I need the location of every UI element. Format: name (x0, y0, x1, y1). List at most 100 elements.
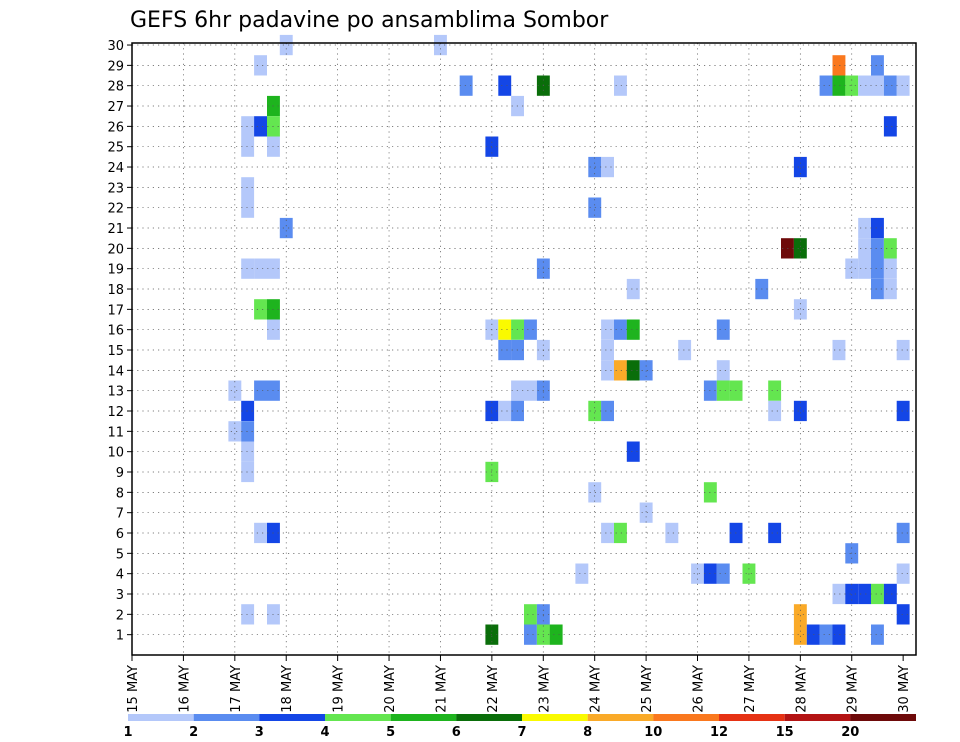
x-tick-label: 19 MAY (332, 665, 347, 713)
heatmap-cell (896, 563, 910, 584)
y-tick-label: 9 (116, 466, 124, 481)
heatmap-cell (524, 624, 537, 645)
heatmap-cell (832, 339, 846, 361)
heatmap-cell (858, 75, 872, 96)
heatmap-cell (241, 177, 255, 198)
heatmap-cell (716, 360, 730, 381)
colorbar-label: 12 (710, 725, 728, 740)
heatmap-cell (858, 217, 872, 239)
heatmap-cell (626, 360, 640, 381)
heatmap-cell (241, 197, 255, 218)
y-tick-label: 15 (107, 344, 124, 359)
y-tick-label: 28 (107, 80, 124, 95)
heatmap-cell (896, 604, 910, 625)
y-tick-label: 18 (107, 283, 124, 298)
heatmap-cell (254, 116, 267, 137)
y-tick-label: 19 (107, 263, 124, 278)
colorbar-swatch (325, 714, 391, 721)
heatmap-cell (832, 75, 846, 96)
y-tick-label: 12 (107, 405, 124, 420)
heatmap-cell (845, 583, 859, 605)
heatmap-cell (883, 116, 897, 137)
cell-layer (228, 34, 910, 645)
y-tick-label: 20 (107, 242, 124, 257)
heatmap-cell (626, 278, 640, 300)
y-tick-label: 14 (107, 364, 124, 379)
y-tick-label: 5 (116, 547, 124, 562)
x-tick-label: 30 MAY (897, 665, 912, 713)
y-tick-label: 30 (107, 39, 124, 54)
heatmap-cell (665, 522, 679, 544)
heatmap-cell (241, 441, 255, 462)
x-tick-label: 15 MAY (126, 665, 141, 713)
heatmap-cell (819, 75, 833, 96)
x-tick-label: 21 MAY (434, 665, 449, 713)
heatmap-cell (575, 563, 589, 584)
y-axis: 1234567891011121314151617181920212223242… (107, 39, 132, 644)
heatmap-cell (254, 522, 267, 544)
heatmap-cell (793, 400, 807, 422)
colorbar-swatch (784, 714, 851, 721)
x-axis: 15 MAY 16 MAY 17 MAY 18 MAY 19 MAY 20 MAY 21 M… (126, 655, 912, 713)
heatmap-cell (524, 319, 537, 340)
y-tick-label: 3 (116, 588, 124, 603)
x-tick-label: 26 MAY (692, 665, 707, 713)
colorbar-label: 5 (386, 725, 395, 740)
heatmap-cell (228, 421, 242, 442)
heatmap-cell (678, 339, 692, 361)
heatmap-cell (883, 258, 897, 279)
heatmap-cell (716, 563, 730, 584)
heatmap-cell (883, 238, 897, 259)
heatmap-cell (871, 278, 884, 300)
heatmap-cell (498, 75, 512, 96)
heatmap-cell (871, 624, 884, 645)
x-tick-label: 18 MAY (280, 665, 295, 713)
heatmap-cell (279, 217, 293, 239)
y-tick-label: 29 (107, 59, 124, 74)
heatmap-cell (871, 238, 884, 259)
colorbar-label: 7 (517, 725, 526, 740)
heatmap-cell (819, 624, 833, 645)
y-tick-label: 23 (107, 181, 124, 196)
x-tick-label: 29 MAY (846, 665, 861, 713)
heatmap-cell (614, 360, 627, 381)
heatmap-cell (871, 217, 884, 239)
y-tick-label: 17 (107, 303, 124, 318)
heatmap-cell (549, 624, 563, 645)
y-tick-label: 27 (107, 100, 124, 115)
heatmap-cell (254, 55, 267, 76)
y-tick-label: 22 (107, 202, 124, 217)
y-tick-label: 26 (107, 120, 124, 135)
y-tick-label: 1 (116, 629, 124, 644)
heatmap-cell (241, 421, 255, 442)
heatmap-cell (896, 522, 910, 544)
heatmap-cell (793, 156, 807, 178)
x-tick-label: 23 MAY (537, 665, 552, 713)
heatmap-cell (601, 319, 614, 340)
colorbar-label: 8 (583, 725, 592, 740)
colorbar-swatch (390, 714, 457, 721)
colorbar-swatch (653, 714, 719, 721)
heatmap-cell (434, 34, 447, 56)
colorbar-swatch (259, 714, 325, 721)
heatmap-cell (254, 380, 267, 401)
heatmap-cell (601, 522, 614, 544)
colorbar-label: 10 (644, 725, 662, 740)
heatmap-cell (896, 400, 910, 422)
heatmap-cell (639, 502, 653, 523)
heatmap-cell (716, 380, 730, 401)
heatmap-cell (883, 75, 897, 96)
heatmap-cell (601, 339, 614, 361)
colorbar-label: 6 (452, 725, 461, 740)
colorbar-label: 3 (255, 725, 264, 740)
colorbar-label: 2 (189, 725, 198, 740)
heatmap-cell (241, 258, 255, 279)
y-tick-label: 7 (116, 507, 124, 522)
heatmap-cell (241, 136, 255, 157)
heatmap-cell (254, 258, 267, 279)
heatmap-cell (793, 238, 807, 259)
heatmap-cell (588, 482, 602, 503)
heatmap-cell (588, 197, 602, 218)
heatmap-cell (601, 156, 614, 178)
